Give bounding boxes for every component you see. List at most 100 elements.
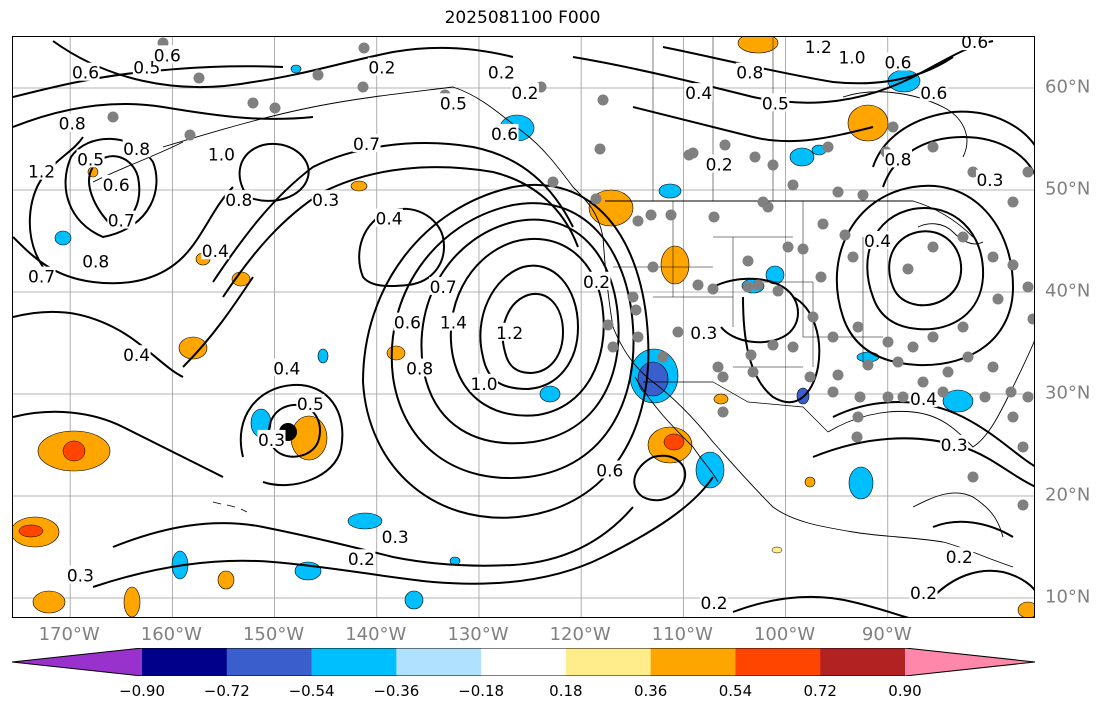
contour-label: 0.8 xyxy=(59,115,86,135)
shade-patch-pos xyxy=(32,590,66,614)
shade-patch-neg xyxy=(347,512,383,530)
contour-label: 0.2 xyxy=(701,594,728,614)
contour-label-bg xyxy=(429,276,458,295)
shade-patch-pos xyxy=(713,393,729,405)
station-dot xyxy=(645,209,657,221)
station-dot xyxy=(1022,166,1034,178)
contour-line xyxy=(390,202,635,479)
contour-label: 0.4 xyxy=(202,242,229,262)
contour-label-bg xyxy=(705,154,734,173)
contour-label-bg xyxy=(940,435,969,453)
colorbar-segment xyxy=(311,648,397,676)
map-panel[interactable]: 0.6 0.5 0.6 0.8 0.5 0.6 0.8 1.2 0.7 0.8 0.7 1.0 0.8 0… xyxy=(12,36,1035,618)
shade-patch-neg xyxy=(942,389,974,413)
colorbar-segment xyxy=(905,648,1035,676)
station-dot xyxy=(907,341,919,353)
contour-label-bg xyxy=(153,45,182,64)
contour-label: 0.7 xyxy=(430,278,457,298)
station-dot xyxy=(882,336,894,348)
station-dot xyxy=(590,193,602,205)
shade-patch-pos xyxy=(386,345,406,361)
colorbar-tick-label: 0.54 xyxy=(718,682,753,700)
station-dot xyxy=(752,279,764,291)
colorbar-tick-label: 0.36 xyxy=(633,682,668,700)
station-dot xyxy=(767,339,779,351)
contour-label-bg xyxy=(122,345,151,364)
contour-label: 0.3 xyxy=(67,567,94,587)
station-dot xyxy=(862,359,874,371)
contour-label-bg xyxy=(837,47,866,66)
state-lines xyxy=(613,201,883,368)
great-lakes xyxy=(917,223,984,245)
station-dot xyxy=(967,471,979,483)
contour-label: 1.2 xyxy=(28,163,55,183)
contour-label-bg xyxy=(352,134,381,153)
station-dot xyxy=(822,141,834,153)
contour-line xyxy=(13,102,314,128)
contour-label-bg xyxy=(684,83,713,102)
station-dot xyxy=(692,279,704,291)
contour-label: 0.2 xyxy=(511,84,538,104)
station-dot xyxy=(797,243,809,255)
colorbar-segment xyxy=(142,648,228,676)
contour-line xyxy=(662,46,954,85)
contour-line xyxy=(732,595,909,617)
station-dot xyxy=(902,263,914,275)
station-dot xyxy=(1027,313,1034,325)
contour-line xyxy=(932,569,1034,598)
contour-label: 0.2 xyxy=(706,156,733,176)
contour-line xyxy=(572,40,994,104)
contour-line xyxy=(449,237,605,417)
colorbar-tick-label: −0.18 xyxy=(458,682,505,700)
shade-patch-pos xyxy=(123,586,141,617)
contour-label-bg xyxy=(490,123,519,142)
contour-label: 0.7 xyxy=(353,135,380,155)
station-dot xyxy=(632,215,644,227)
contour-line xyxy=(28,136,84,268)
contour-label-bg xyxy=(367,57,396,76)
station-dot xyxy=(547,176,559,188)
contour-label: 0.3 xyxy=(941,436,968,456)
baja-california xyxy=(634,376,719,483)
colorbar-tick-label: −0.54 xyxy=(288,682,335,700)
contour-label: 0.3 xyxy=(312,191,339,211)
latitude-tick-label: 30°N xyxy=(1045,382,1091,404)
station-dot xyxy=(937,386,949,398)
contour-label: 0.6 xyxy=(103,176,130,196)
contour-line xyxy=(182,276,254,368)
longitude-tick-label: 90°W xyxy=(861,624,912,645)
contour-line xyxy=(13,186,234,285)
colorbar-tick-label: −0.90 xyxy=(119,682,165,700)
shade-patch-neg xyxy=(658,183,682,199)
longitude-tick-label: 170°W xyxy=(38,624,100,645)
contour-label: 0.5 xyxy=(297,395,324,415)
contour-label-bg xyxy=(347,549,376,568)
station-dot xyxy=(762,201,774,213)
station-dot xyxy=(269,102,281,114)
station-dot xyxy=(665,209,677,221)
colorbar-segment xyxy=(12,648,142,676)
contour-label-bg xyxy=(71,62,100,81)
colorbar-segment xyxy=(650,648,736,676)
contour-label-bg xyxy=(919,83,948,102)
station-dot xyxy=(742,255,754,267)
longitude-tick-label: 160°W xyxy=(140,624,202,645)
station-dot xyxy=(832,369,844,381)
contour-line xyxy=(268,403,321,458)
contour-label-bg xyxy=(107,210,136,229)
shade-patch-neg xyxy=(539,385,561,403)
colorbar-segment xyxy=(735,648,821,676)
contour-label: 0.7 xyxy=(28,268,55,288)
contour-label-bg xyxy=(257,429,286,448)
contour-line xyxy=(361,183,650,519)
contour-label-bg xyxy=(909,582,938,601)
contour-label-bg xyxy=(863,231,892,249)
contour-line xyxy=(358,207,445,287)
contour-label: 0.4 xyxy=(273,360,300,380)
station-dot xyxy=(594,143,606,155)
shade-patch-pos xyxy=(737,37,779,54)
contour-label-bg xyxy=(58,113,87,132)
contour-label: 0.6 xyxy=(920,84,947,104)
station-dot xyxy=(184,129,196,141)
contour-label: 1.2 xyxy=(805,38,832,58)
